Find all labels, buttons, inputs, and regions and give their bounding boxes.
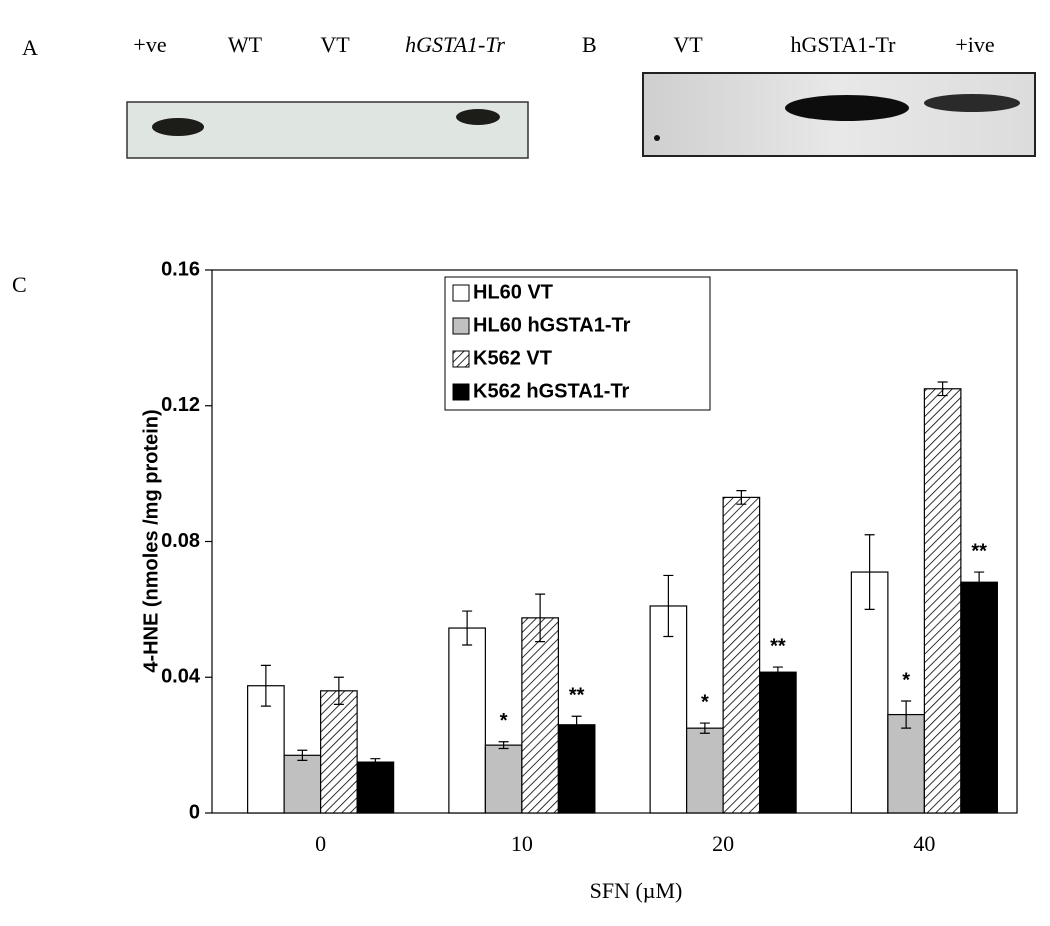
error-bar [736, 489, 747, 505]
panel-label: B [582, 32, 597, 57]
error-bar [260, 664, 271, 707]
lane-label: +ive [955, 32, 994, 57]
legend-box [444, 276, 711, 411]
significance: * [701, 691, 709, 713]
legend-swatch [452, 317, 470, 335]
lane-label: hGSTA1-Tr [405, 32, 505, 57]
bar [283, 754, 322, 814]
bar [320, 690, 358, 814]
significance: ** [569, 685, 585, 707]
lane-label: VT [673, 32, 703, 57]
spot [654, 135, 660, 141]
legend-label: K562 VT [473, 347, 552, 369]
bar [759, 671, 797, 814]
x-tick-label: 20 [712, 831, 734, 856]
x-tick-label: 10 [511, 831, 533, 856]
y-tick-label: 0.12 [161, 394, 200, 416]
error-bar [297, 749, 308, 761]
bar [247, 685, 285, 814]
band [152, 118, 204, 136]
lane-label: +ve [133, 32, 166, 57]
legend-swatch [452, 284, 470, 302]
bar [521, 617, 559, 814]
legend-label: HL60 hGSTA1-Tr [473, 314, 631, 336]
significance: ** [770, 635, 786, 657]
y-axis-label: 4-HNE (nmoles /mg protein) [140, 409, 162, 672]
error-bar [699, 722, 710, 734]
bar [649, 605, 688, 814]
bar [960, 581, 998, 814]
bar [850, 571, 889, 814]
bar [356, 761, 395, 814]
error-bar [937, 381, 948, 397]
bar [557, 724, 596, 814]
y-tick-label: 0.08 [161, 530, 200, 552]
band [785, 95, 909, 121]
bar [484, 744, 523, 814]
error-bar [333, 676, 344, 705]
significance: ** [971, 540, 987, 562]
error-bar [498, 741, 509, 750]
bar [923, 388, 962, 814]
error-bar [974, 571, 985, 594]
error-bar [772, 666, 783, 678]
legend-label: K562 hGSTA1-Tr [473, 380, 630, 402]
y-tick-label: 0.16 [161, 258, 200, 280]
bar [722, 496, 761, 814]
legend-label: HL60 VT [473, 281, 553, 303]
significance: * [902, 669, 910, 691]
x-tick-label: 0 [315, 831, 326, 856]
y-tick-label: 0.04 [161, 666, 201, 688]
error-bar [462, 610, 473, 646]
bar [448, 627, 486, 814]
error-bar [663, 574, 674, 638]
bar [887, 713, 925, 814]
x-axis-label: SFN (µM) [590, 878, 683, 903]
band [924, 94, 1020, 112]
legend-swatch [452, 383, 470, 401]
error-bar [370, 758, 381, 767]
error-bar [535, 593, 546, 643]
lane-label: VT [320, 32, 350, 57]
error-bar [571, 715, 582, 734]
y-tick-label: 0 [189, 801, 200, 823]
legend-swatch [452, 350, 470, 368]
lane-label: WT [228, 32, 263, 57]
panel-label: A [22, 35, 38, 60]
bar [686, 727, 724, 814]
lane-label: hGSTA1-Tr [790, 32, 896, 57]
error-bar [864, 534, 875, 610]
x-tick-label: 40 [913, 831, 935, 856]
panel-label: C [12, 272, 27, 297]
band [456, 109, 500, 125]
error-bar [901, 700, 912, 729]
significance: * [500, 710, 508, 732]
